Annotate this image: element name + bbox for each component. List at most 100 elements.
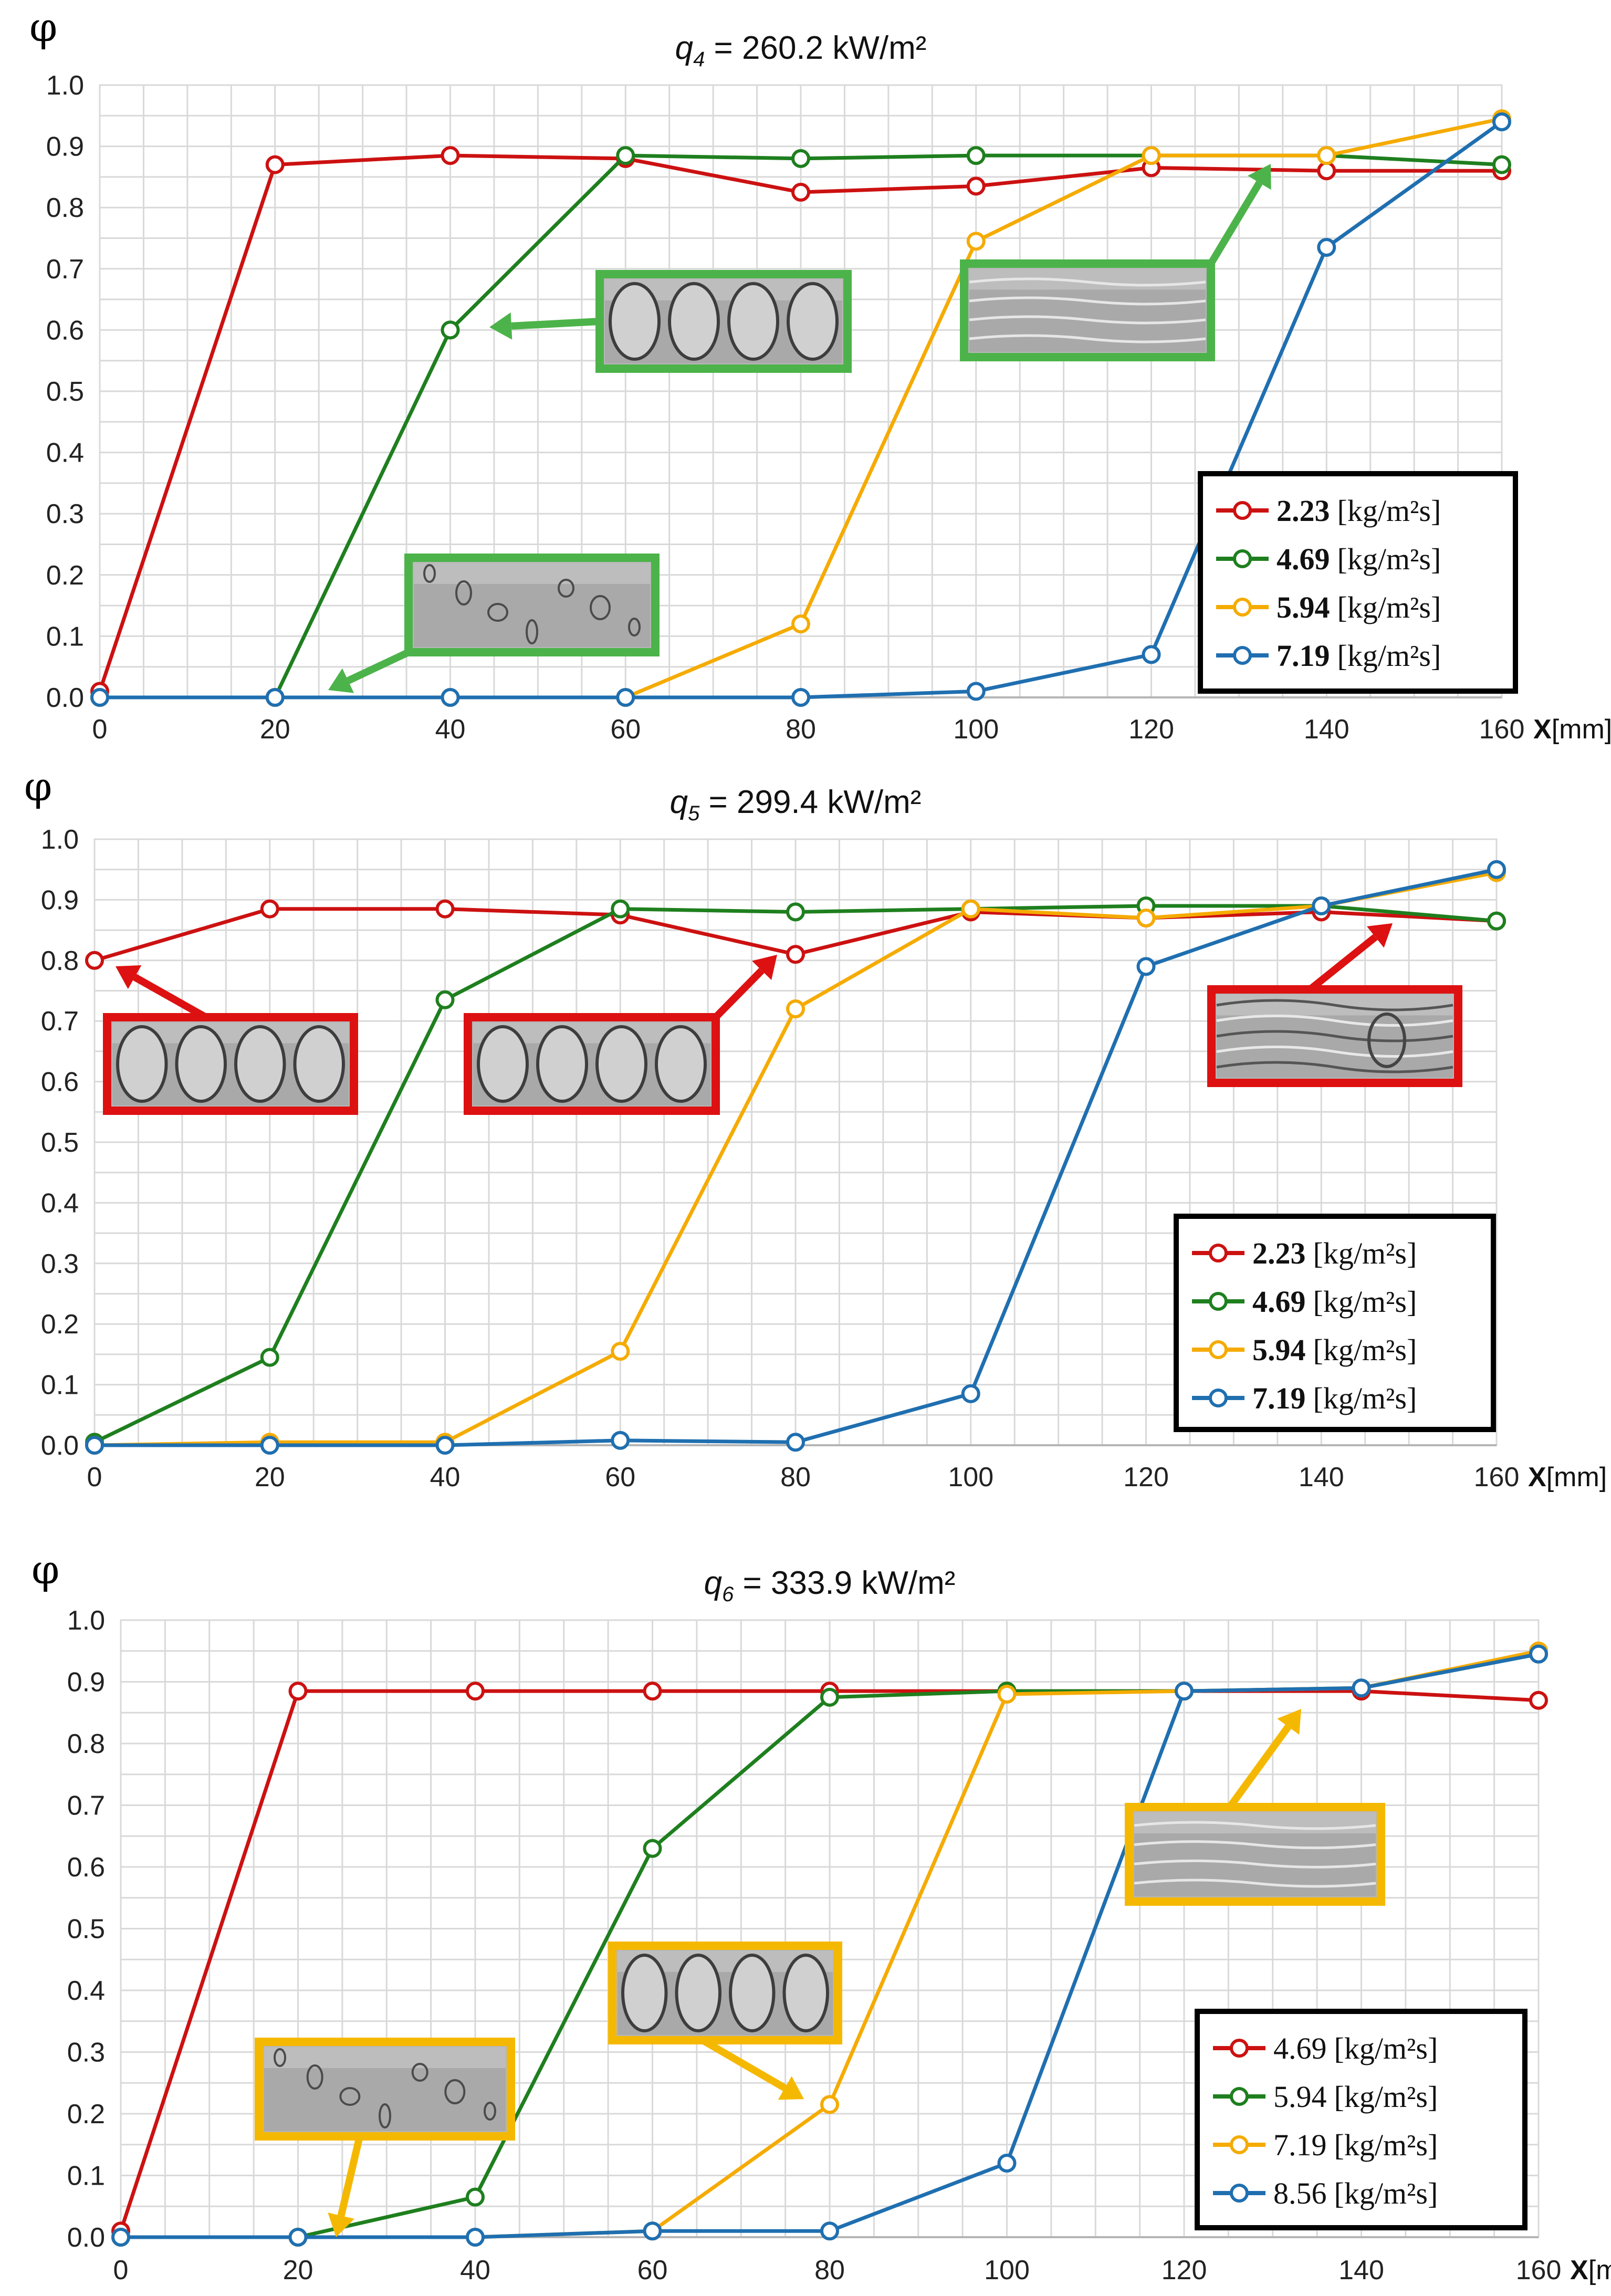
legend-unit: [kg/m²s]: [1337, 494, 1441, 528]
legend-value: 2.23: [1252, 1236, 1306, 1270]
arrow-head: [328, 2212, 354, 2237]
data-point: [1529, 1644, 1548, 1664]
data-point: [643, 1839, 662, 1858]
arrow-head: [1277, 1709, 1301, 1735]
x-tick-label: 0: [87, 1462, 102, 1493]
chart-title: q4 = 260.2 kW/m²: [675, 30, 927, 71]
y-tick-label: 0.6: [41, 1067, 79, 1098]
y-tick-label: 0.3: [41, 1249, 79, 1279]
data-point: [966, 146, 986, 165]
x-tick-label: 60: [637, 2255, 668, 2285]
chart-title: q5 = 299.4 kW/m²: [670, 784, 922, 825]
legend-label: 7.19 [kg/m²s]: [1252, 1381, 1417, 1415]
y-tick-label: 0.8: [46, 193, 84, 223]
legend-label: 4.69 [kg/m²s]: [1252, 1285, 1417, 1319]
y-tick-label: 0.2: [67, 2099, 105, 2130]
legend-label: 4.69 [kg/m²s]: [1273, 2031, 1438, 2065]
y-tick-label: 1.0: [41, 825, 79, 855]
legend-swatch-marker: [1209, 1389, 1228, 1407]
data-point: [1142, 645, 1161, 664]
title-symbol: q: [675, 30, 694, 66]
x-tick-label: 60: [610, 714, 641, 745]
y-tick-label: 0.9: [46, 132, 84, 162]
arrow-head: [1366, 923, 1393, 948]
data-point: [820, 2095, 839, 2114]
annotation-arrow: [347, 649, 410, 684]
bubble: [628, 618, 641, 636]
y-tick-label: 1.0: [67, 1605, 105, 1636]
data-point: [791, 183, 810, 202]
x-tick-label: 160: [1516, 2255, 1562, 2285]
data-point: [466, 2228, 485, 2247]
x-tick-label: 100: [953, 714, 999, 745]
legend-unit: [kg/m²s]: [1313, 1333, 1417, 1367]
data-point: [820, 2221, 839, 2241]
bubble: [274, 2048, 286, 2067]
y-tick-label: 0.4: [41, 1188, 79, 1218]
data-point: [260, 1348, 279, 1367]
x-tick-label: 120: [1123, 1462, 1169, 1493]
data-point: [820, 1687, 839, 1707]
annotation-arrow: [1227, 1724, 1291, 1810]
data-point: [786, 999, 805, 1019]
chart-panel-2: 0.0 0.1 0.2 0.3 0.4 0.5 0.6 0.7 0.8 0.9 1.0 0 20 40 60…: [24, 763, 1607, 1493]
legend-swatch-marker: [1209, 1244, 1228, 1262]
vapor-slug: [782, 1954, 829, 2032]
legend-value: 4.69: [1273, 2031, 1327, 2065]
bubble: [1367, 1012, 1406, 1068]
y-tick-label: 0.3: [46, 499, 84, 529]
y-tick-label: 0.1: [46, 621, 84, 652]
x-tick-label: 60: [605, 1462, 635, 1493]
churn-wave: [1216, 1061, 1453, 1073]
x-tick-label: 40: [430, 1462, 461, 1493]
flow-photo-inset: [103, 965, 358, 1115]
bubble: [379, 2103, 391, 2128]
flow-photo-inset: [960, 164, 1271, 361]
legend-value: 2.23: [1277, 494, 1330, 528]
data-point: [441, 688, 460, 707]
data-point: [997, 1685, 1017, 1704]
annotation-arrow: [511, 318, 600, 330]
liquid-film-line: [969, 277, 1206, 287]
data-point: [611, 1431, 630, 1450]
legend-value: 5.94: [1273, 2080, 1327, 2114]
y-tick-label: 0.7: [67, 1791, 105, 1821]
legend-swatch-marker: [1209, 1292, 1228, 1311]
x-axis-unit: [mm]: [1546, 1462, 1607, 1493]
x-axis-label: X[mm]: [1528, 1462, 1607, 1493]
legend-label: 5.94 [kg/m²s]: [1277, 590, 1441, 624]
title-subscript: 6: [722, 1583, 734, 1606]
title-subscript: 5: [688, 802, 700, 825]
y-axis-label: φ: [29, 4, 57, 50]
legend-unit: [kg/m²s]: [1334, 2031, 1438, 2065]
x-tick-label: 0: [92, 714, 108, 745]
data-point: [1317, 161, 1336, 181]
data-point: [966, 176, 986, 196]
y-tick-label: 0.8: [41, 946, 79, 976]
legend-swatch-marker: [1233, 549, 1252, 568]
x-tick-label: 160: [1479, 714, 1525, 745]
legend-swatch-marker: [1233, 646, 1252, 665]
y-tick-label: 0.0: [46, 683, 84, 713]
data-point: [85, 1436, 104, 1455]
data-point: [1317, 146, 1336, 165]
x-tick-label: 20: [255, 1462, 285, 1493]
x-tick-label: 120: [1128, 714, 1174, 745]
chart-panel-1: 0.0 0.1 0.2 0.3 0.4 0.5 0.6 0.7 0.8 0.9 1.0 0 20 40 60…: [29, 4, 1611, 745]
data-point: [466, 1682, 485, 1701]
flow-photo-inset: [328, 554, 660, 693]
data-point: [1312, 896, 1331, 915]
title-value: = 333.9 kW/m²: [734, 1565, 955, 1601]
liquid-film-line: [1134, 1878, 1376, 1888]
legend-value: 4.69: [1252, 1285, 1306, 1319]
x-tick-label: 100: [948, 1462, 993, 1493]
data-point: [1142, 146, 1161, 165]
y-tick-label: 0.0: [67, 2222, 105, 2253]
legend-value: 5.94: [1277, 590, 1330, 624]
title-symbol: q: [704, 1565, 723, 1601]
bubble: [444, 2079, 466, 2104]
x-axis-label: X[mm]: [1570, 2255, 1611, 2285]
legend-swatch-marker: [1230, 2039, 1249, 2058]
x-tick-label: 140: [1299, 1462, 1344, 1493]
